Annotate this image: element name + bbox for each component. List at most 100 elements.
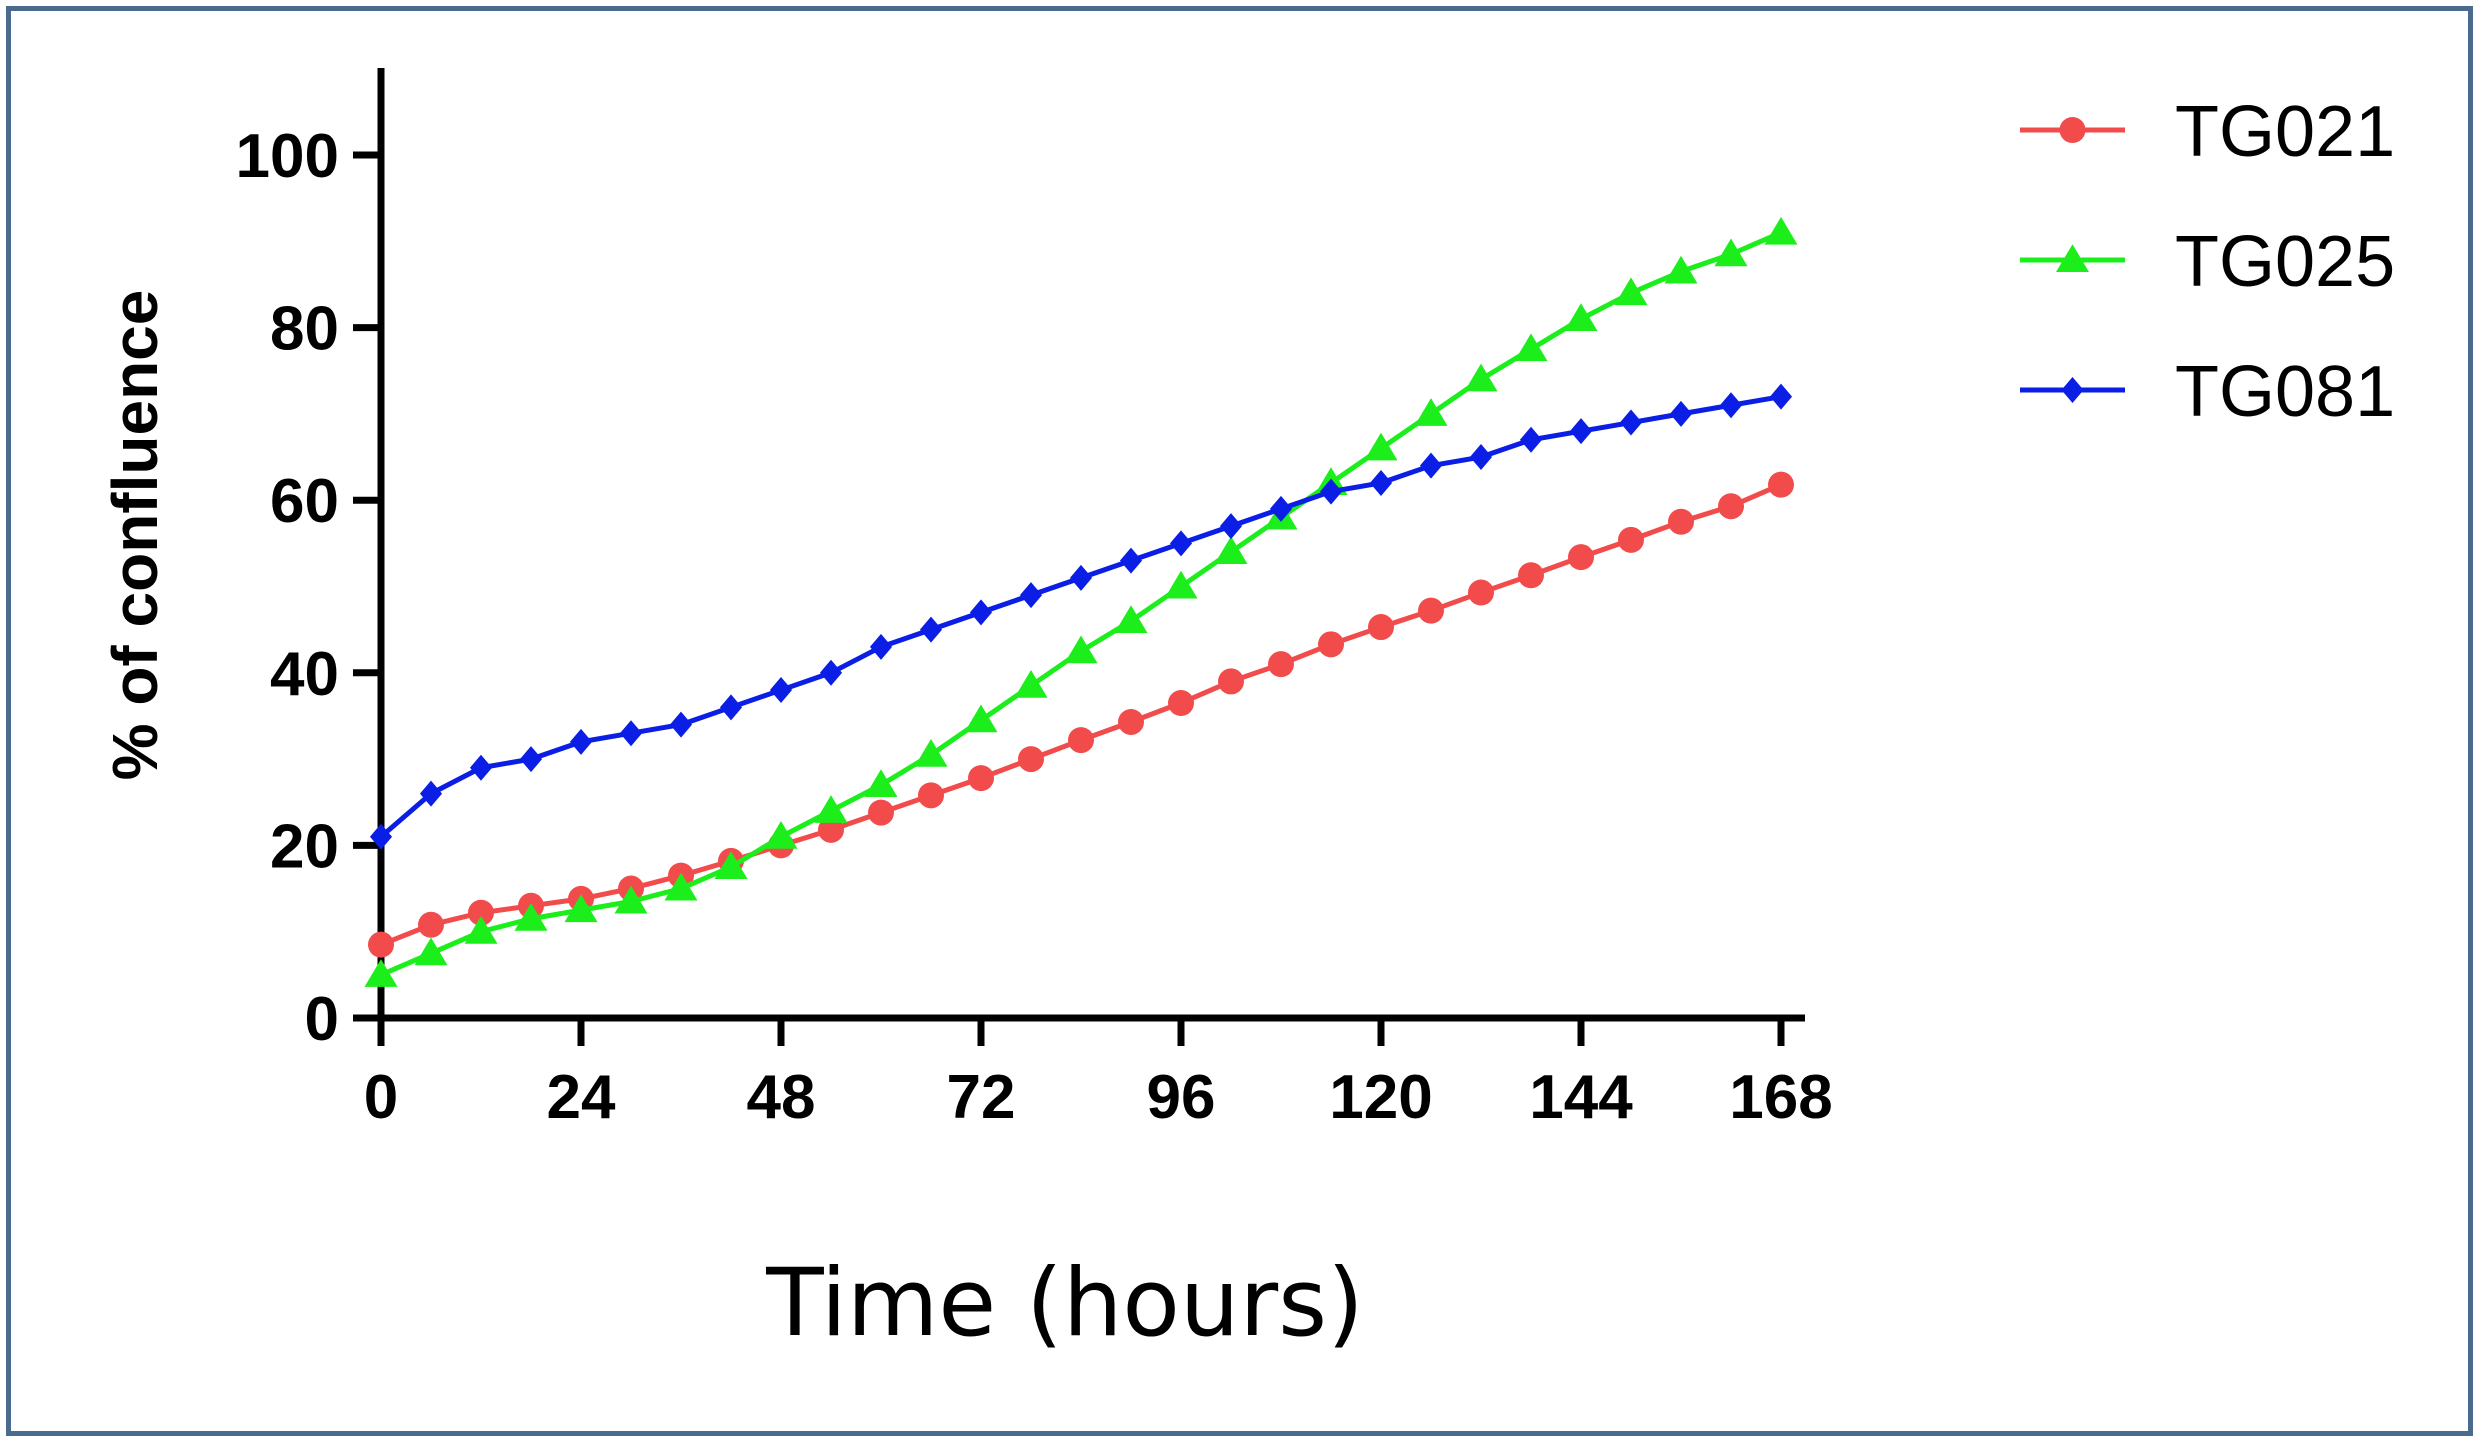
data-point-tg081 bbox=[819, 659, 843, 686]
data-point-tg025 bbox=[564, 894, 598, 923]
data-point-tg021 bbox=[468, 899, 494, 926]
data-point-tg021 bbox=[1018, 746, 1044, 773]
data-point-tg081 bbox=[1319, 478, 1343, 505]
y-tick-label: 40 bbox=[270, 640, 339, 709]
data-point-tg081 bbox=[1019, 582, 1043, 609]
series-line-tg081 bbox=[379, 394, 1782, 839]
data-point-tg025 bbox=[1614, 277, 1648, 306]
data-point-tg021 bbox=[1718, 493, 1744, 520]
data-point-tg081 bbox=[569, 728, 593, 755]
series-tg025 bbox=[364, 216, 1798, 987]
legend-marker bbox=[2056, 244, 2089, 272]
data-point-tg081 bbox=[1719, 392, 1743, 419]
data-point-tg021 bbox=[868, 799, 894, 826]
data-point-tg025 bbox=[1014, 669, 1048, 698]
data-point-tg025 bbox=[964, 704, 998, 733]
series-tg021 bbox=[368, 471, 1794, 958]
data-point-tg081 bbox=[719, 694, 743, 721]
series-tg081 bbox=[369, 383, 1793, 850]
data-point-tg021 bbox=[1118, 708, 1144, 735]
series-line-tg025 bbox=[380, 230, 1782, 978]
data-point-tg021 bbox=[1418, 597, 1444, 624]
data-point-tg081 bbox=[1569, 418, 1593, 445]
data-point-tg021 bbox=[1568, 544, 1594, 571]
data-point-tg025 bbox=[1414, 398, 1448, 426]
data-point-tg021 bbox=[1068, 727, 1094, 754]
data-point-tg021 bbox=[1768, 471, 1794, 498]
y-tick-label: 80 bbox=[270, 295, 339, 364]
data-point-tg081 bbox=[1669, 400, 1693, 427]
x-tick-label: 168 bbox=[1729, 1063, 1832, 1132]
data-point-tg025 bbox=[414, 937, 448, 966]
x-tick-label: 48 bbox=[747, 1063, 816, 1132]
data-point-tg021 bbox=[818, 816, 844, 843]
x-tick-label: 144 bbox=[1529, 1063, 1633, 1132]
data-point-tg081 bbox=[769, 677, 793, 704]
x-tick-label: 96 bbox=[1147, 1063, 1216, 1132]
legend-item-tg025: TG025 bbox=[2020, 222, 2395, 302]
x-axis-title: Time (hours) bbox=[765, 1249, 1364, 1358]
data-point-tg025 bbox=[914, 739, 948, 767]
x-tick-label: 120 bbox=[1329, 1063, 1432, 1132]
data-point-tg021 bbox=[918, 782, 944, 809]
y-tick-label: 100 bbox=[236, 122, 339, 191]
data-point-tg081 bbox=[419, 780, 443, 807]
data-point-tg081 bbox=[969, 599, 993, 626]
data-point-tg081 bbox=[669, 711, 693, 738]
data-point-tg021 bbox=[1268, 651, 1294, 678]
legend-item-tg021: TG021 bbox=[2020, 92, 2395, 172]
data-point-tg025 bbox=[714, 851, 748, 879]
data-point-tg081 bbox=[369, 823, 393, 850]
data-point-tg025 bbox=[1764, 216, 1798, 245]
legend-label: TG081 bbox=[2175, 352, 2395, 432]
y-axis-title: % of confluence bbox=[99, 290, 171, 781]
data-point-tg021 bbox=[968, 765, 994, 792]
data-point-tg021 bbox=[418, 911, 444, 938]
data-point-tg025 bbox=[1564, 303, 1598, 331]
data-point-tg081 bbox=[1469, 444, 1493, 471]
x-tick-label: 72 bbox=[947, 1063, 1016, 1132]
data-point-tg025 bbox=[514, 903, 548, 931]
data-point-tg081 bbox=[1369, 469, 1393, 496]
legend-item-tg081: TG081 bbox=[2020, 352, 2395, 432]
data-point-tg025 bbox=[814, 795, 848, 823]
data-point-tg081 bbox=[869, 633, 893, 660]
legend-marker bbox=[2059, 117, 2086, 143]
series-layer bbox=[364, 216, 1798, 987]
data-point-tg021 bbox=[1218, 668, 1244, 695]
data-point-tg025 bbox=[1514, 333, 1548, 362]
data-point-tg025 bbox=[664, 872, 698, 901]
y-tick-label: 20 bbox=[270, 812, 339, 881]
data-point-tg081 bbox=[619, 720, 643, 747]
data-point-tg021 bbox=[1468, 579, 1494, 606]
data-point-tg025 bbox=[1464, 363, 1498, 392]
data-point-tg081 bbox=[919, 616, 943, 643]
data-point-tg081 bbox=[1519, 426, 1543, 453]
data-point-tg025 bbox=[1114, 605, 1148, 634]
data-point-tg081 bbox=[1419, 452, 1443, 479]
data-point-tg081 bbox=[1619, 409, 1643, 436]
y-tick-label: 60 bbox=[270, 467, 339, 536]
data-point-tg081 bbox=[1269, 495, 1293, 522]
data-point-tg021 bbox=[1368, 614, 1394, 641]
data-point-tg025 bbox=[1364, 432, 1398, 461]
data-point-tg081 bbox=[1069, 564, 1093, 591]
data-point-tg025 bbox=[614, 885, 648, 914]
figure-frame bbox=[6, 6, 2473, 1436]
data-point-tg081 bbox=[1169, 530, 1193, 557]
legend-marker bbox=[2061, 377, 2084, 403]
data-point-tg021 bbox=[368, 931, 394, 958]
data-point-tg081 bbox=[1219, 513, 1243, 540]
data-point-tg081 bbox=[1769, 383, 1793, 410]
data-point-tg021 bbox=[1518, 562, 1544, 589]
data-point-tg021 bbox=[1168, 690, 1194, 717]
data-point-tg081 bbox=[1119, 547, 1143, 574]
axes: 0 20 40 60 80 100 0 24 48 72 96 120 144 168 bbox=[236, 68, 1833, 1132]
data-point-tg021 bbox=[1318, 631, 1344, 658]
x-tick-label: 0 bbox=[364, 1063, 398, 1132]
x-tick-label: 24 bbox=[547, 1063, 616, 1132]
data-point-tg025 bbox=[1664, 255, 1698, 284]
data-point-tg025 bbox=[364, 959, 398, 987]
data-point-tg025 bbox=[1064, 635, 1098, 664]
